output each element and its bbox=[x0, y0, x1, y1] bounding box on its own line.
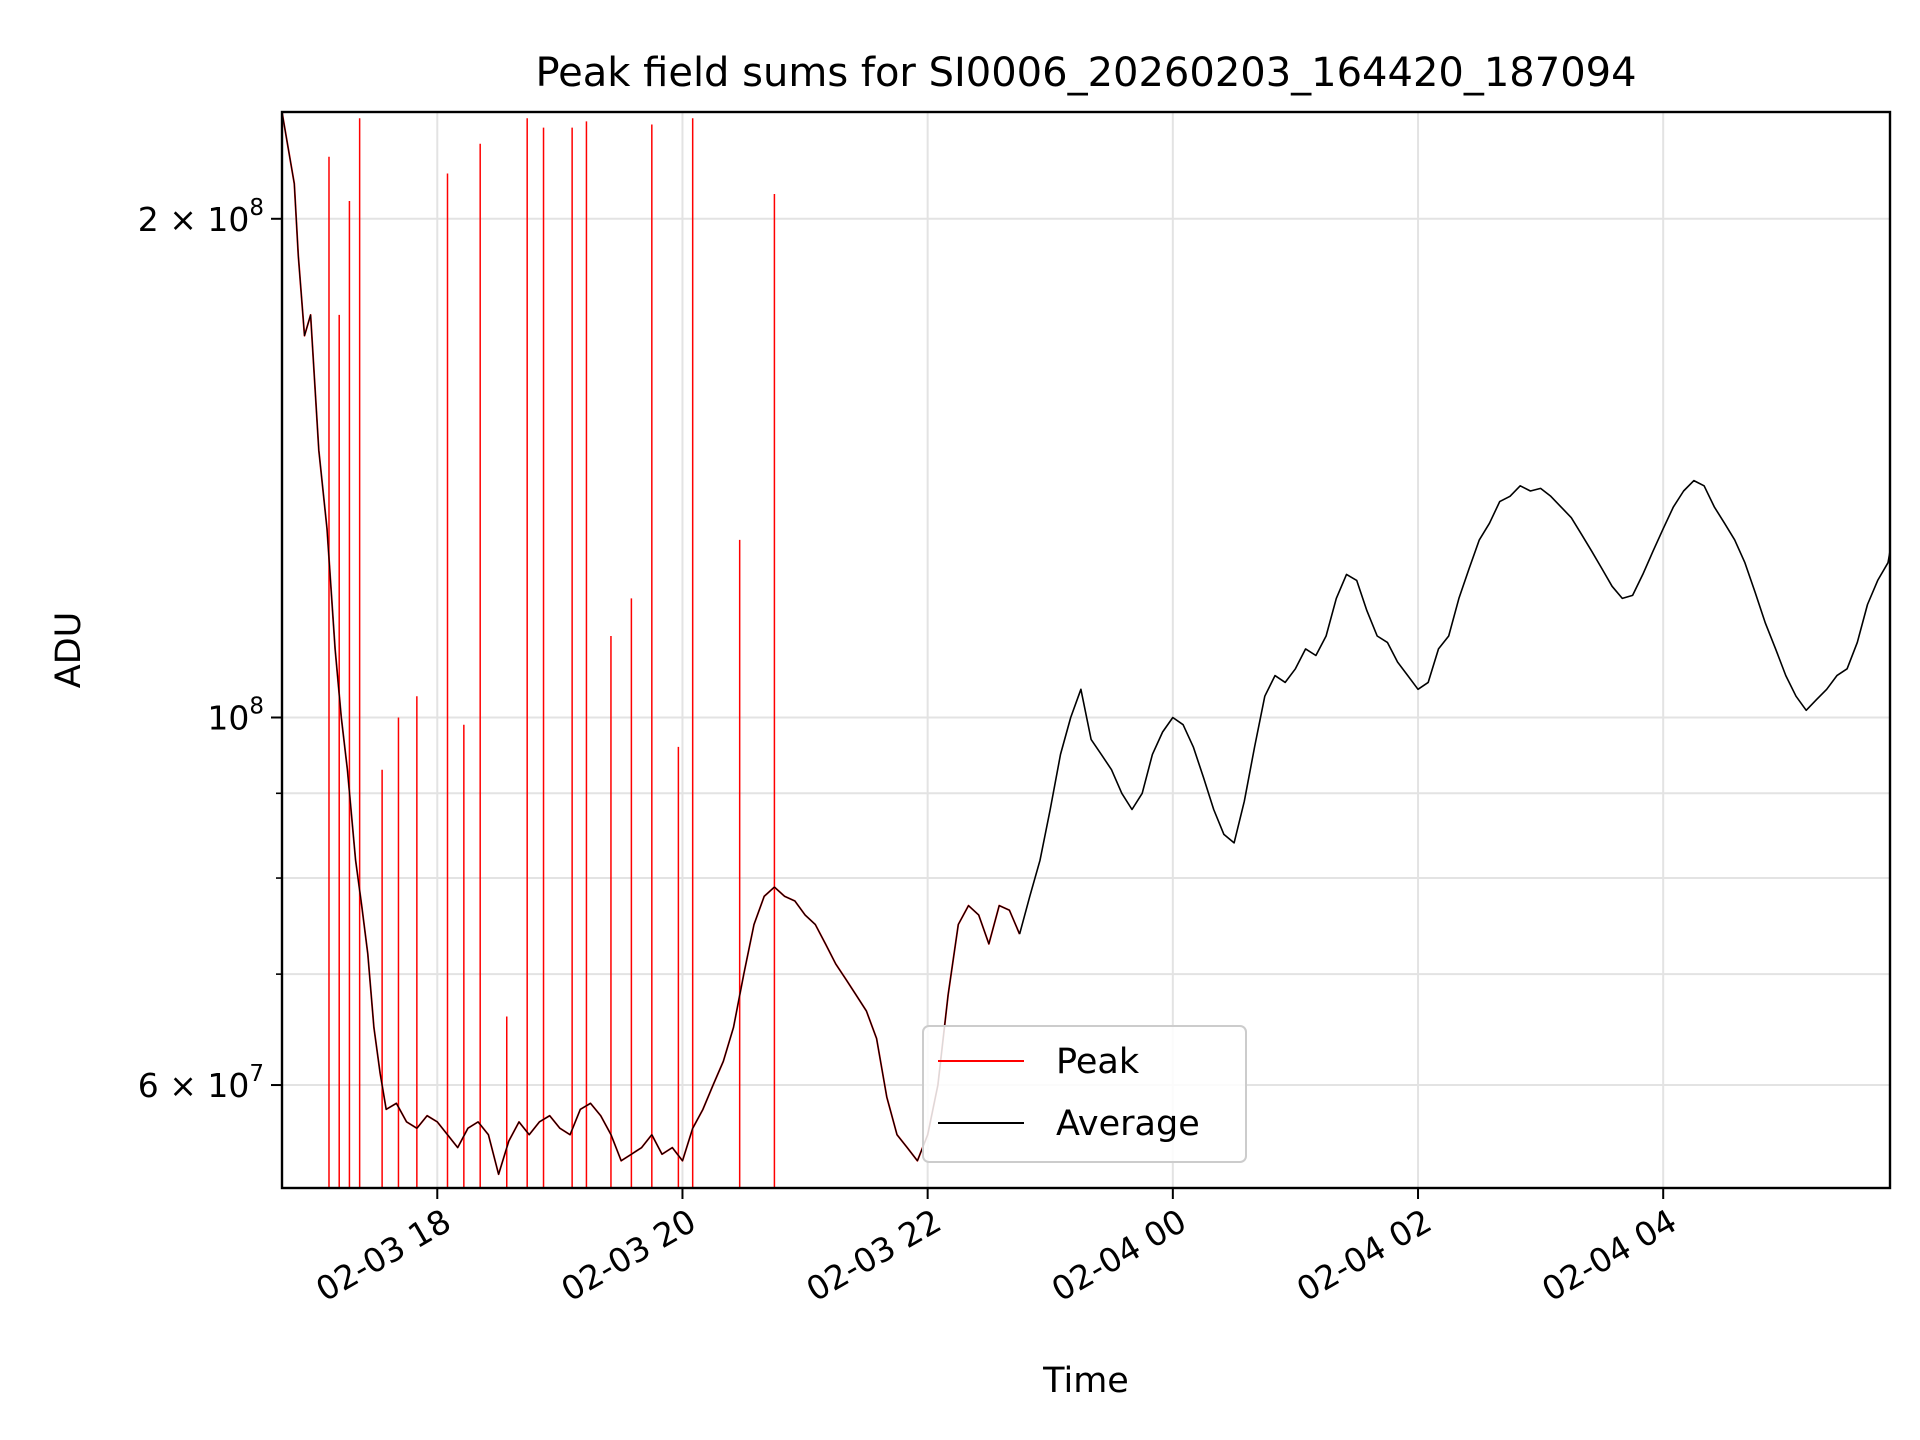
series-lines bbox=[281, 111, 1891, 1188]
average-over-peak-line bbox=[281, 111, 1021, 1175]
plot-frame bbox=[280, 110, 1892, 1190]
average-series-line bbox=[1018, 479, 1891, 935]
y-tick-label: 6 × 107 bbox=[138, 1061, 264, 1105]
legend: Peak Average bbox=[922, 1025, 1247, 1163]
legend-peak-label: Peak bbox=[1056, 1042, 1140, 1082]
y-tick-label: 108 bbox=[207, 694, 264, 738]
y-axis-label: ADU bbox=[49, 612, 89, 689]
y-axis-ticks: 2 × 108 108 6 × 107 bbox=[138, 195, 282, 1105]
chart-title: Peak field sums for SI0006_20260203_1644… bbox=[535, 50, 1636, 96]
x-axis-label: Time bbox=[1042, 1361, 1129, 1401]
y-tick-label: 2 × 108 bbox=[138, 195, 264, 239]
legend-average-label: Average bbox=[1056, 1104, 1200, 1144]
